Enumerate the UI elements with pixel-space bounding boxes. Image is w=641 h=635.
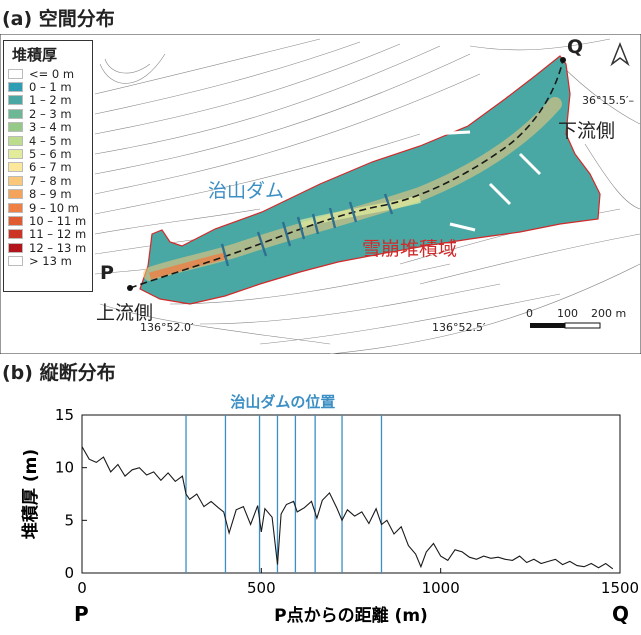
point-q-marker [560,57,566,63]
legend-swatch [8,229,23,240]
x-tick-label: 1000 [422,579,460,597]
legend-swatch [8,175,23,186]
legend-item: 3 – 4 m [4,120,92,135]
legend-item: 8 – 9 m [4,187,92,202]
legend-swatch [8,82,23,93]
thickest-deposit-band [149,252,226,280]
point-q-label: Q [567,36,584,58]
legend-swatch [8,108,23,119]
legend-item: 1 – 2 m [4,93,92,108]
profile-line [129,59,564,289]
no-deposit-patches [429,130,542,232]
x-tick-label: 500 [247,579,276,597]
legend-label: <= 0 m [29,66,75,81]
legend-swatch [8,242,23,253]
point-p-label: P [100,262,114,284]
dam-markers [220,193,394,267]
thickness-profile-line [81,446,614,570]
longitude-label-2: 136°52.5′ [432,321,486,334]
legend-label: 10 – 11 m [29,214,87,228]
legend-item: 5 – 6 m [4,147,92,162]
legend-label: 1 – 2 m [29,93,72,108]
legend-item: 0 – 1 m [4,80,92,95]
profile-q-label: Q [612,602,629,626]
legend-item: 11 – 12 m [4,227,92,242]
y-tick-label: 0 [64,564,74,582]
profile-p-label: P [74,602,89,626]
legend-item: 6 – 7 m [4,160,92,175]
legend-swatch [8,149,23,160]
profile-panel-title: (b) 縦断分布 [2,362,116,384]
deposit-area-label: 雪崩堆積域 [362,238,458,260]
upstream-label: 上流側 [96,302,154,324]
y-tick-label: 5 [64,511,74,529]
deposit-map: P Q 上流側 下流側 治山ダム 雪崩堆積域 36°15.5′– 136°52.… [0,33,641,355]
x-axis-label: P点からの距離 (m) [274,605,428,626]
map-svg [0,33,641,355]
chart-dam-lines [185,415,383,573]
legend-label: 6 – 7 m [29,160,72,175]
y-tick-label: 15 [55,406,74,424]
north-arrow-icon [610,41,630,67]
chart-labels: 0 5 10 15 0 500 1000 1500 治山ダムの位置 P点からの距離 (m) 堆積厚 … [20,393,639,626]
legend-title: 堆積厚 [12,46,58,64]
legend-label: 8 – 9 m [29,187,72,202]
x-tick-label: 0 [77,579,87,597]
dam-caption: 治山ダムの位置 [230,393,335,411]
legend-item: 9 – 10 m [4,200,92,215]
point-p-marker [127,285,133,291]
latitude-label: 36°15.5′– [582,94,634,107]
downstream-label: 下流側 [558,120,616,142]
legend-swatch [8,215,23,226]
legend-swatch [8,68,23,79]
legend-item: > 13 m [4,254,92,269]
legend-label: 2 – 3 m [29,106,72,121]
legend-item: <= 0 m [4,66,92,81]
legend-item: 12 – 13 m [4,240,92,255]
mid-deposit-band [299,195,421,228]
legend-swatch [8,189,23,200]
legend-item: 10 – 11 m [4,214,92,228]
legend-label: 5 – 6 m [29,147,72,162]
legend-swatch [8,135,23,146]
scale-end: 200 m [591,307,627,320]
legend-label: 0 – 1 m [29,80,72,95]
legend-swatch [8,95,23,106]
legend-label: 12 – 13 m [29,240,87,255]
longitude-label-1: 136°52.0′ [140,321,194,334]
legend-swatch [8,122,23,133]
legend-label: > 13 m [29,254,72,269]
scale-zero: 0 [526,307,533,320]
profile-chart: 0 5 10 15 0 500 1000 1500 治山ダムの位置 P点からの距離 (m) 堆積厚 … [20,393,639,626]
contour-lines [94,38,641,355]
legend-swatch [8,256,23,267]
legend-label: 3 – 4 m [29,120,72,135]
plot-frame [81,414,621,574]
chart-axes [81,414,621,574]
legend-label: 11 – 12 m [29,227,87,242]
chart-series [81,446,614,570]
map-panel-title: (a) 空間分布 [2,8,115,30]
scale-mid: 100 [557,307,578,320]
legend-item: 7 – 8 m [4,173,92,188]
legend-label: 4 – 5 m [29,133,72,148]
scale-bar [530,322,601,329]
legend-label: 9 – 10 m [29,200,79,215]
y-axis-label: 堆積厚 (m) [20,449,41,539]
dam-label: 治山ダム [208,180,285,202]
legend-swatch [8,162,23,173]
x-tick-label: 1500 [601,579,639,597]
legend-item: 4 – 5 m [4,133,92,148]
legend-label: 7 – 8 m [29,173,72,188]
legend-item: 2 – 3 m [4,106,92,121]
legend-swatch [8,202,23,213]
y-tick-label: 10 [55,459,74,477]
